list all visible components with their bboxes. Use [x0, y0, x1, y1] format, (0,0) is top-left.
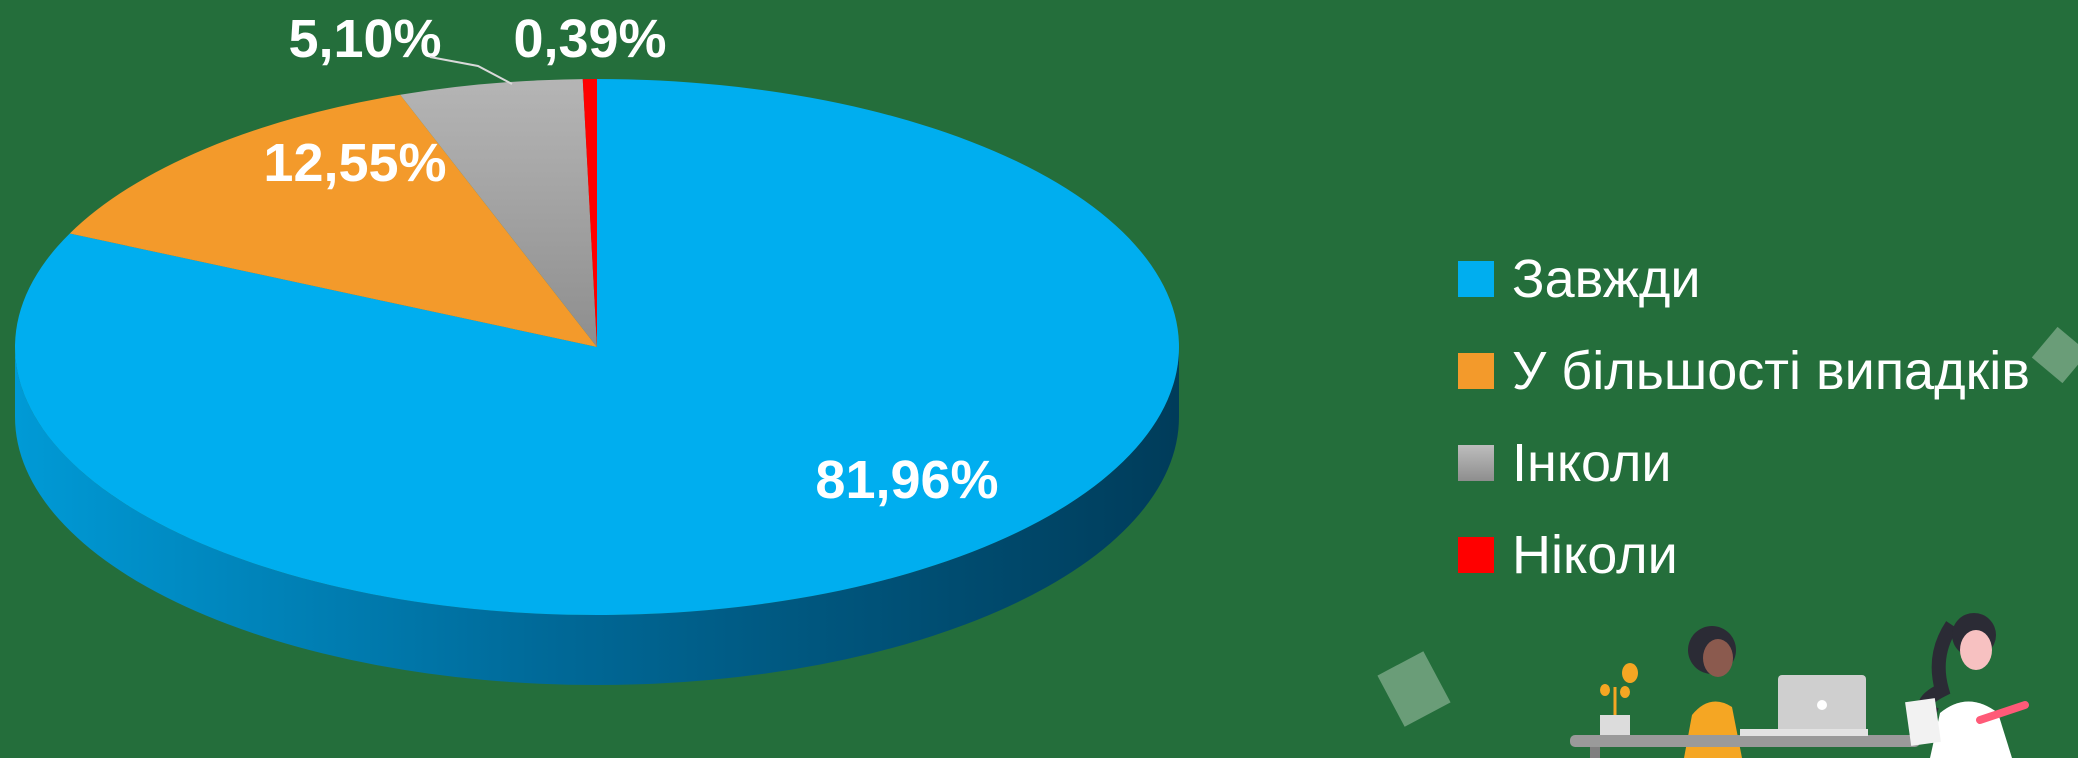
data-label-slice-u-bilshosti: 12,55% [263, 133, 446, 193]
legend-label: Інколи [1512, 433, 1672, 493]
legend-item-zavzhdy: Завжди [1458, 248, 2030, 310]
leader-line [429, 56, 513, 85]
slice-u-bilshosti [69, 94, 597, 348]
legend-label: У більшості випадків [1512, 341, 2030, 401]
slice-inkoly [400, 79, 597, 348]
pie-side-wall [15, 347, 1179, 685]
legend-swatch [1458, 261, 1494, 297]
data-label-slice-zavzhdy: 81,96% [815, 450, 998, 510]
slice-nikoly [582, 79, 597, 347]
data-label-slice-nikoly: 0,39% [513, 9, 666, 69]
people-at-desk-illustration [1570, 613, 2029, 758]
legend-swatch [1458, 537, 1494, 573]
legend-swatch [1458, 353, 1494, 389]
legend-label: Ніколи [1512, 525, 1678, 585]
legend-swatch [1458, 445, 1494, 481]
legend-item-u-bilshosti: У більшості випадків [1458, 340, 2030, 402]
data-label-slice-inkoly: 5,10% [288, 9, 441, 69]
legend: Завжди У більшості випадків Інколи Нікол… [1458, 248, 2030, 616]
legend-label: Завжди [1512, 249, 1701, 309]
legend-item-nikoly: Ніколи [1458, 524, 2030, 586]
legend-item-inkoly: Інколи [1458, 432, 2030, 494]
